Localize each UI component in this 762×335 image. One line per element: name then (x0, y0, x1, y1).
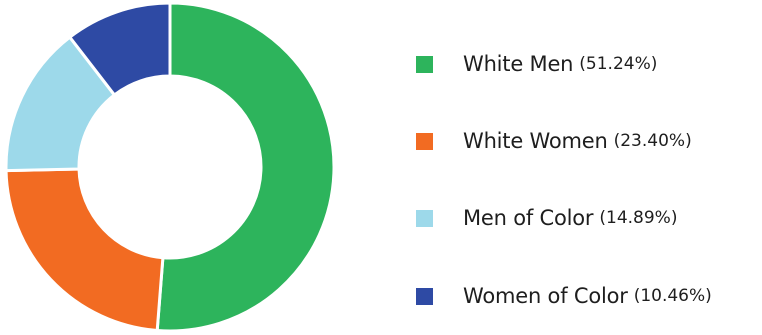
legend-item-white-women: White Women (23.40%) (416, 126, 692, 156)
legend-item-white-men: White Men (51.24%) (416, 49, 657, 79)
legend-swatch-white-women (416, 132, 433, 150)
donut-slice-white-men (155, 1, 336, 333)
legend-swatch-men-of-color (416, 209, 433, 227)
legend-swatch-women-of-color (416, 287, 433, 305)
legend-label-white-women: White Women (463, 129, 608, 153)
legend-item-women-of-color: Women of Color (10.46%) (416, 281, 712, 311)
legend-percent-white-men: (51.24%) (579, 54, 658, 74)
legend-percent-white-women: (23.40%) (613, 131, 692, 151)
donut-slice-women-of-color (67, 1, 172, 98)
legend-percent-men-of-color: (14.89%) (599, 208, 678, 228)
legend-percent-women-of-color: (10.46%) (633, 286, 712, 306)
chart-legend: White Men (51.24%) White Women (23.40%) … (416, 0, 762, 335)
legend-label-men-of-color: Men of Color (463, 206, 594, 230)
legend-label-white-men: White Men (463, 52, 574, 76)
donut-chart (4, 1, 336, 333)
donut-slice-white-women (4, 167, 165, 333)
legend-item-men-of-color: Men of Color (14.89%) (416, 203, 677, 233)
legend-swatch-white-men (416, 55, 433, 73)
legend-label-women-of-color: Women of Color (463, 284, 628, 308)
